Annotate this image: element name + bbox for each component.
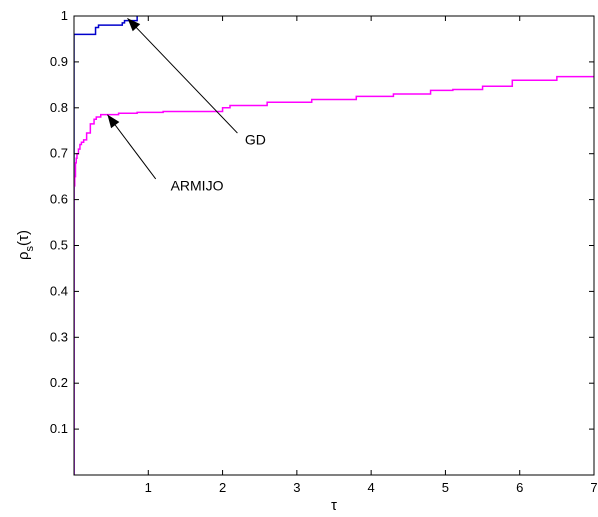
annotation-arrow-line [107,114,157,180]
y-axis-label-argument: (τ) [15,230,32,246]
y-tick-label: 0.6 [50,192,68,207]
tick-layer: 1 2 3 4 5 6 7 0.1 0.2 0.3 0.4 0.5 0.6 0.7 0.8 0.9 1 [50,8,598,495]
x-tick-label: 3 [293,480,300,495]
annotation-arrow-head [127,18,141,32]
y-tick-label: 1 [61,8,68,23]
annotation-arrow-head [107,114,120,129]
x-tick-label: 2 [219,480,226,495]
x-tick-label: 7 [590,480,597,495]
y-tick-label: 0.3 [50,329,68,344]
annotation-layer: GD ARMIJO [107,17,266,193]
x-axis-label: τ [331,497,337,514]
y-tick-label: 0.7 [50,146,68,161]
x-tick-label: 1 [145,480,152,495]
plot-frame [73,15,595,476]
plot-area [74,16,594,475]
series-line-0 [74,16,138,475]
x-tick-label: 6 [516,480,523,495]
y-axis-label-symbol: ρ [15,251,32,260]
annotation-label: GD [245,132,266,148]
y-axis-label: ρs(τ) [15,230,36,260]
y-axis-label-subscript: s [24,245,36,251]
annotation-arrow-line [127,17,238,134]
x-tick-label: 5 [442,480,449,495]
y-tick-label: 0.5 [50,238,68,253]
y-tick-label: 0.1 [50,421,68,436]
y-tick-label: 0.4 [50,283,68,298]
annotation-label: ARMIJO [171,177,224,193]
x-tick-label: 4 [368,480,375,495]
y-tick-label: 0.8 [50,100,68,115]
y-tick-label: 0.9 [50,54,68,69]
y-tick-label: 0.2 [50,375,68,390]
